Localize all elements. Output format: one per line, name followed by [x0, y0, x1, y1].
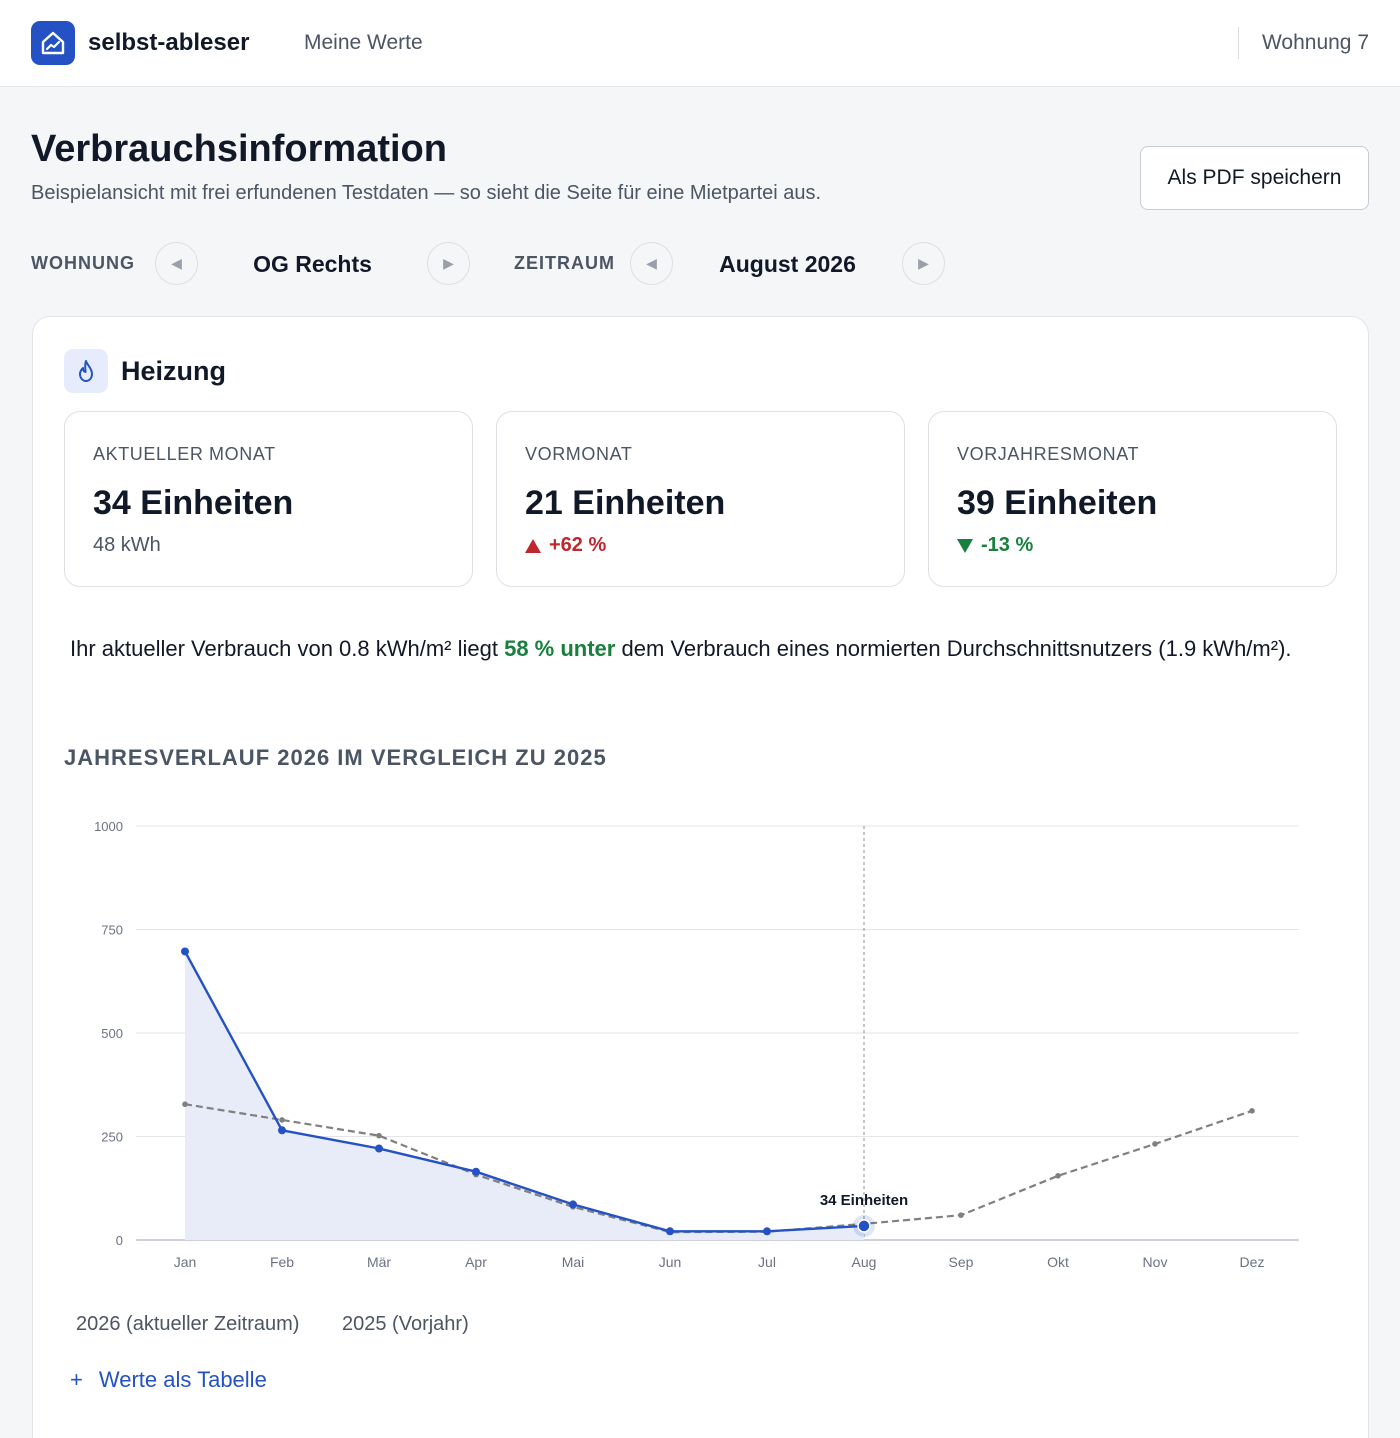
- series-2025-point: [1152, 1141, 1158, 1147]
- stat-value: 34 Einheiten: [93, 484, 294, 522]
- x-tick-label: Jun: [659, 1254, 682, 1270]
- series-2025-point: [958, 1212, 964, 1218]
- top-divider: [1238, 27, 1239, 59]
- highlight-point: [857, 1219, 871, 1233]
- unit-label: Wohnung 7: [1261, 31, 1369, 54]
- period-next-button[interactable]: ▶: [902, 242, 945, 285]
- apartment-value: OG Rechts: [253, 251, 372, 277]
- y-tick-label: 750: [101, 923, 123, 938]
- x-tick-label: Apr: [465, 1254, 487, 1270]
- legend-current[interactable]: 2026 (aktueller Zeitraum): [76, 1313, 300, 1335]
- stat-label: VORJAHRESMONAT: [957, 444, 1140, 464]
- save-pdf-button[interactable]: Als PDF speichern: [1140, 146, 1369, 210]
- chart-title: JAHRESVERLAUF 2026 IM VERGLEICH ZU 2025: [64, 745, 607, 770]
- show-table-label: Werte als Tabelle: [98, 1367, 267, 1392]
- series-2025-point: [279, 1117, 285, 1123]
- x-tick-label: Dez: [1240, 1254, 1265, 1270]
- x-tick-label: Okt: [1047, 1254, 1069, 1270]
- usage-highlight: 58 % unter: [504, 636, 616, 661]
- stat-last-year-month: VORJAHRESMONAT 39 Einheiten -13 %: [928, 411, 1337, 587]
- flame-icon-svg: [79, 360, 93, 382]
- nav-link-meine-werte[interactable]: Meine Werte: [304, 31, 423, 54]
- page-subtitle: Beispielansicht mit frei erfundenen Test…: [31, 182, 822, 204]
- apartment-next-button[interactable]: ▶: [427, 242, 470, 285]
- series-2025-point: [1055, 1173, 1061, 1179]
- section-title: Heizung: [121, 356, 226, 386]
- y-tick-label: 0: [116, 1233, 123, 1248]
- x-tick-label: Mär: [367, 1254, 391, 1270]
- flame-icon: [64, 349, 108, 393]
- period-label: ZEITRAUM: [514, 253, 615, 273]
- show-table-toggle[interactable]: + Werte als Tabelle: [70, 1367, 267, 1393]
- x-tick-label: Nov: [1143, 1254, 1168, 1270]
- x-tick-label: Aug: [852, 1254, 877, 1270]
- house-chart-icon[interactable]: [31, 21, 75, 65]
- series-2026-point: [569, 1200, 577, 1209]
- delta-value: +62 %: [549, 534, 607, 556]
- series-2026-point: [472, 1167, 480, 1176]
- usage-text-part2: dem Verbrauch eines normierten Durchschn…: [615, 636, 1292, 661]
- delta-badge: -13 %: [957, 534, 1033, 557]
- usage-text-part1: Ihr aktueller Verbrauch von 0.8 kWh/m² l…: [70, 636, 505, 661]
- chevron-right-icon: ▶: [443, 255, 454, 271]
- period-value: August 2026: [719, 251, 856, 277]
- y-tick-label: 250: [101, 1130, 123, 1145]
- y-tick-label: 500: [101, 1026, 123, 1041]
- x-tick-label: Sep: [949, 1254, 974, 1270]
- x-tick-label: Mai: [562, 1254, 585, 1270]
- stat-label: AKTUELLER MONAT: [93, 444, 276, 464]
- stat-sub: 48 kWh: [93, 534, 161, 556]
- series-2026-point: [181, 947, 189, 956]
- legend-previous[interactable]: 2025 (Vorjahr): [342, 1313, 469, 1335]
- series-2025-point: [1249, 1108, 1255, 1114]
- stat-previous-month: VORMONAT 21 Einheiten +62 %: [496, 411, 905, 587]
- chevron-right-icon: ▶: [918, 255, 929, 271]
- chevron-left-icon: ◀: [646, 255, 657, 271]
- stat-label: VORMONAT: [525, 444, 633, 464]
- consumption-chart: 0 250 500 750 1000 Jan Feb Mär Apr Mai Jun Jul Aug Se…: [94, 819, 1299, 1270]
- series-2026-area: [185, 951, 864, 1240]
- stat-value: 39 Einheiten: [957, 484, 1158, 522]
- x-tick-label: Jan: [174, 1254, 197, 1270]
- period-prev-button[interactable]: ◀: [630, 242, 673, 285]
- arrow-down-icon: [957, 538, 973, 553]
- arrow-up-icon: [525, 538, 541, 553]
- plus-icon: +: [70, 1367, 83, 1392]
- series-2026-point: [763, 1227, 771, 1236]
- highlight-data-label: 34 Einheiten: [820, 1192, 908, 1209]
- series-2026-point: [666, 1227, 674, 1236]
- series-2026-line: [183, 950, 865, 1233]
- top-bar: selbst-ableser Meine Werte Wohnung 7: [0, 0, 1400, 87]
- delta-value: -13 %: [981, 534, 1034, 556]
- x-tick-label: Feb: [270, 1254, 294, 1270]
- series-2026-point: [278, 1126, 286, 1135]
- chevron-left-icon: ◀: [171, 255, 182, 271]
- stat-current-month: AKTUELLER MONAT 34 Einheiten 48 kWh: [64, 411, 473, 587]
- brand-name[interactable]: selbst-ableser: [88, 29, 250, 56]
- delta-badge: +62 %: [525, 534, 606, 557]
- usage-comparison-text: Ihr aktueller Verbrauch von 0.8 kWh/m² l…: [70, 631, 1310, 667]
- heating-card: Heizung AKTUELLER MONAT 34 Einheiten 48 …: [32, 316, 1369, 1438]
- x-tick-label: Jul: [758, 1254, 776, 1270]
- house-chart-icon-svg: [41, 31, 65, 55]
- page-title: Verbrauchsinformation: [31, 128, 447, 170]
- series-2026-point: [375, 1144, 383, 1153]
- series-2025-point: [182, 1101, 188, 1108]
- apartment-label: WOHNUNG: [31, 253, 135, 273]
- apartment-prev-button[interactable]: ◀: [155, 242, 198, 285]
- series-2025-point: [376, 1132, 382, 1139]
- y-tick-label: 1000: [94, 819, 123, 834]
- stat-value: 21 Einheiten: [525, 484, 726, 522]
